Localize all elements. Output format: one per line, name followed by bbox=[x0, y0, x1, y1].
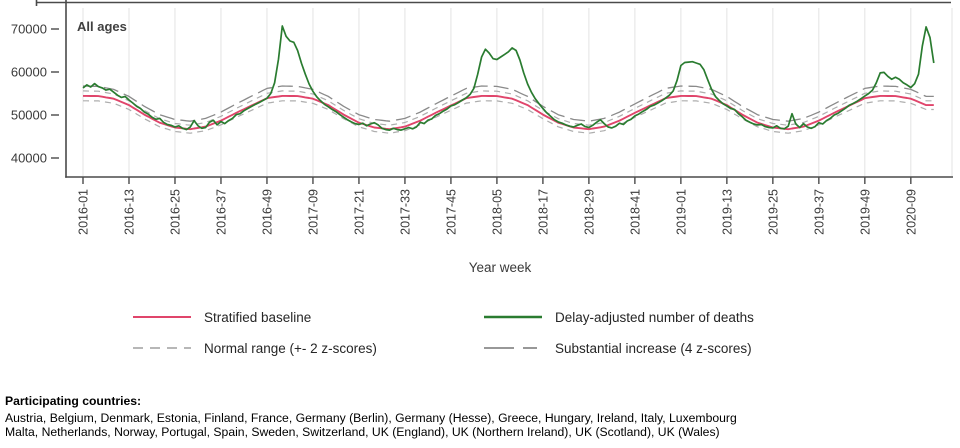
x-tick-label: 2018-29 bbox=[582, 189, 596, 235]
x-tick-label: 2020-09 bbox=[904, 189, 918, 235]
normal-range-lower-line bbox=[83, 100, 934, 134]
legend-label-normal-range: Normal range (+- 2 z-scores) bbox=[204, 340, 377, 356]
participating-countries: Participating countries: Austria, Belgiu… bbox=[5, 394, 955, 439]
legend-item-stratified-baseline: Stratified baseline bbox=[133, 306, 311, 328]
x-tick-label: 2019-49 bbox=[858, 189, 872, 235]
x-tick-label: 2019-25 bbox=[766, 189, 780, 235]
legend-item-normal-range: Normal range (+- 2 z-scores) bbox=[133, 337, 377, 359]
pooled-mortality-chart: 40000 50000 60000 70000 2016-01 2016-13 2016-2… bbox=[11, 0, 953, 275]
x-tick-label: 2016-49 bbox=[260, 189, 274, 235]
legend-item-substantial-increase: Substantial increase (4 z-scores) bbox=[484, 337, 752, 359]
x-tick-label: 2017-33 bbox=[398, 189, 412, 235]
x-tick-label: 2016-25 bbox=[168, 189, 182, 235]
chart-legend: Stratified baseline Normal range (+- 2 z… bbox=[0, 306, 960, 370]
y-tick-label: 40000 bbox=[11, 151, 47, 166]
legend-label-delay-adjusted-deaths: Delay-adjusted number of deaths bbox=[555, 309, 754, 325]
delay-adjusted-deaths-line bbox=[82, 25, 935, 131]
stratified-baseline-line bbox=[83, 94, 934, 131]
participating-countries-heading: Participating countries: bbox=[5, 394, 142, 408]
panel-label: All ages bbox=[77, 19, 127, 34]
x-tick-label: 2019-01 bbox=[674, 189, 688, 235]
substantial-increase-line-swatch bbox=[484, 347, 542, 349]
deaths-line-swatch bbox=[484, 315, 542, 319]
x-tick-label: 2017-09 bbox=[306, 189, 320, 235]
legend-label-substantial-increase: Substantial increase (4 z-scores) bbox=[555, 340, 752, 356]
y-tick-label: 60000 bbox=[11, 65, 47, 80]
baseline-line-swatch bbox=[133, 316, 191, 318]
normal-range-upper-line bbox=[82, 90, 934, 126]
x-tick-label: 2019-37 bbox=[812, 189, 826, 235]
x-tick-label: 2016-01 bbox=[77, 189, 91, 235]
participating-countries-line-2: Malta, Netherlands, Norway, Portugal, Sp… bbox=[5, 425, 720, 439]
x-tick-label: 2017-45 bbox=[444, 189, 458, 235]
x-tick-label: 2017-21 bbox=[352, 189, 366, 235]
normal-range-line-swatch bbox=[133, 347, 191, 349]
participating-countries-line-1: Austria, Belgium, Denmark, Estonia, Finl… bbox=[5, 411, 737, 425]
legend-label-stratified-baseline: Stratified baseline bbox=[204, 309, 312, 325]
y-tick-label: 70000 bbox=[11, 22, 47, 37]
x-tick-label: 2018-17 bbox=[536, 189, 550, 235]
x-tick-label: 2019-13 bbox=[720, 189, 734, 235]
y-tick-label: 50000 bbox=[11, 108, 47, 123]
substantial-increase-line bbox=[82, 85, 934, 122]
x-tick-label: 2018-05 bbox=[490, 189, 504, 235]
x-axis-title: Year week bbox=[469, 260, 532, 275]
x-tick-label: 2016-13 bbox=[122, 189, 136, 235]
x-tick-label: 2016-37 bbox=[214, 189, 228, 235]
legend-item-delay-adjusted-deaths: Delay-adjusted number of deaths bbox=[484, 306, 754, 328]
x-tick-label: 2018-41 bbox=[628, 189, 642, 235]
